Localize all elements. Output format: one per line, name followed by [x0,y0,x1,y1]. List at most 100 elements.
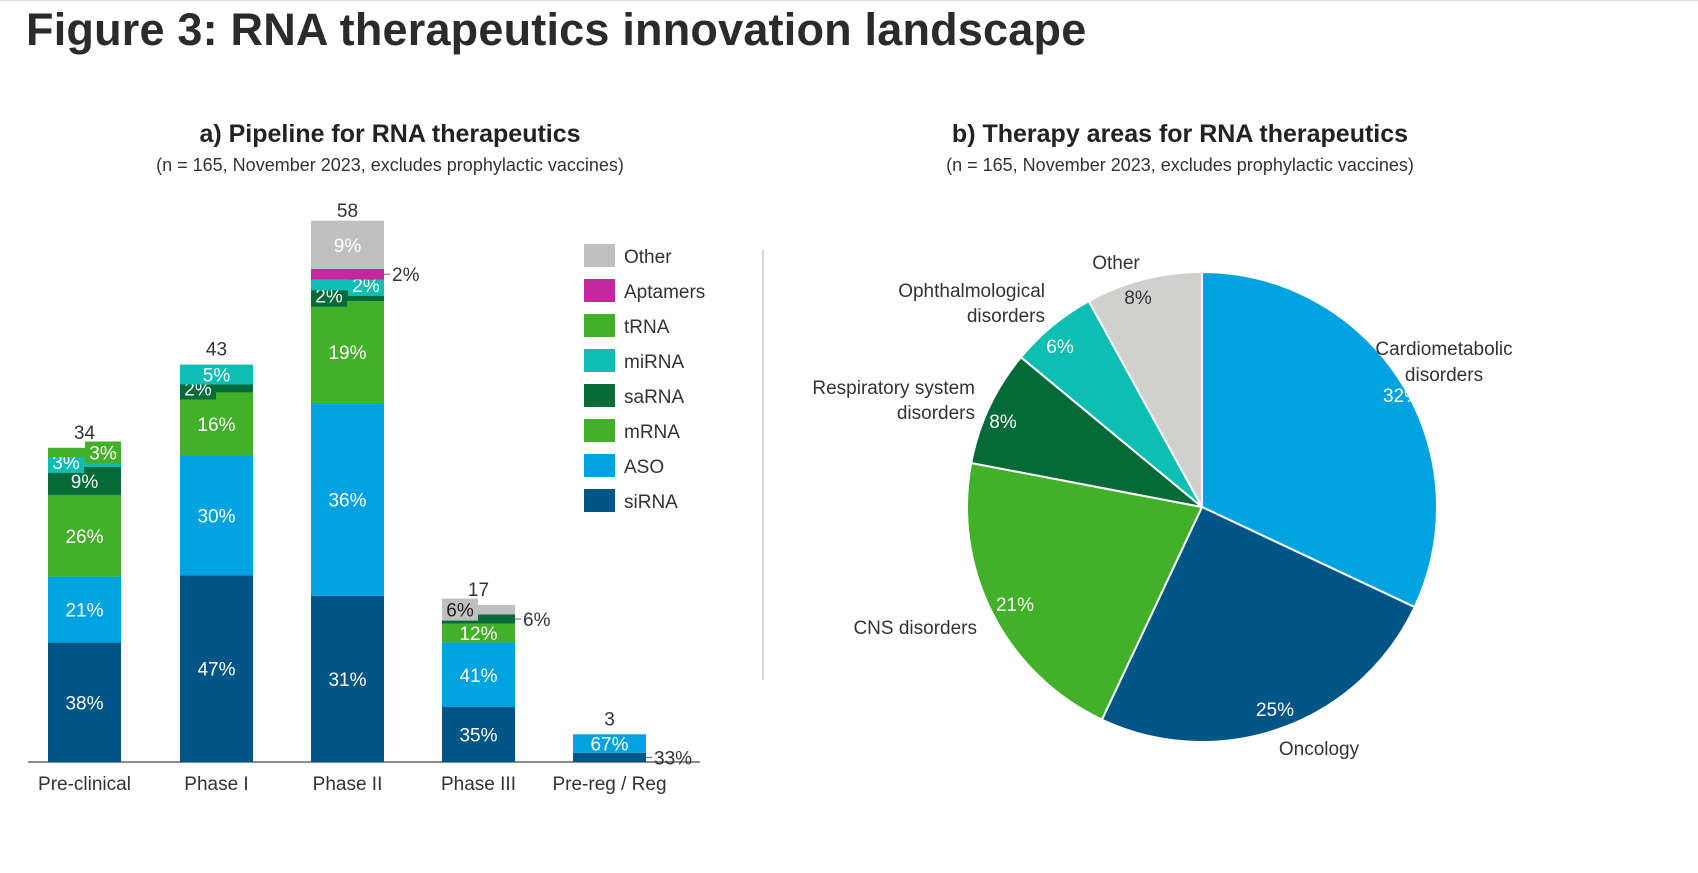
pie-category-label: disorders [967,306,1045,327]
pie-chart-title: b) Therapy areas for RNA therapeutics [951,120,1409,148]
bar-segment-mirna [311,279,384,291]
bar-data-label: 21% [65,601,103,622]
x-tick-label: Phase III [441,774,516,795]
bar-segment-mrna [48,494,121,577]
legend-swatch-mrna [584,419,615,442]
bar-data-label: 41% [459,666,497,687]
legend-swatch-aptamers [584,279,615,302]
pie-percent-label: 8% [1124,288,1152,309]
bar-data-label: 9% [71,472,99,493]
pie-percent-label: 32% [1383,386,1421,407]
bar-data-label: 16% [197,415,235,436]
bar-data-label: 12% [459,624,497,645]
bar-data-label: 47% [197,660,235,681]
bar-segment-mirna [180,364,253,385]
bar-data-label: 2% [392,265,420,286]
legend-label-aso: ASO [624,457,664,478]
bar-total-label: 3 [604,709,615,730]
pie-percent-label: 21% [996,595,1034,616]
pie-category-label: Oncology [1279,739,1360,760]
x-tick-label: Pre-reg / Reg [552,774,666,795]
bar-segment-sirna [442,707,515,762]
bar-segment-sirna [180,575,253,762]
legend-swatch-mirna [584,349,615,372]
bar-segment-sarna [180,384,253,393]
top-rule [0,0,1698,1]
bar-data-label: 3% [89,444,117,465]
bar-chart-subtitle: (n = 165, November 2023, excludes prophy… [156,155,624,175]
pie-slice-cns-disorders [966,461,1204,721]
bar-data-label: 3% [52,453,80,474]
bar-total-label: 43 [206,340,227,361]
pie-category-label: Ophthalmological [898,281,1045,302]
bar-segment-aso [442,642,515,708]
bar-total-label: 58 [337,201,358,222]
bar-data-label: 31% [328,670,366,691]
bar-data-label: 5% [203,366,231,387]
bar-label-badge [85,441,121,464]
bar-segment-mrna [180,392,253,457]
bar-data-label: 33% [654,748,692,769]
legend-swatch-other [584,244,615,267]
bar-chart-title: a) Pipeline for RNA therapeutics [199,120,581,148]
pie-slice-other [1087,270,1203,508]
bar-segment-aso [311,402,384,596]
pie-category-label: Other [1092,253,1140,274]
bar-segment-other [311,220,384,269]
pie-slice-respiratory-system-disorders [969,355,1203,508]
bar-segment-sirna [573,752,646,762]
bar-data-label: 6% [446,601,474,622]
pie-percent-label: 8% [989,412,1017,433]
bar-data-label: 2% [315,287,343,308]
bar-segment-sarna [311,290,384,302]
pie-chart-subtitle: (n = 165, November 2023, excludes prophy… [946,155,1414,175]
bar-data-label: 67% [590,735,628,756]
legend-label-sirna: siRNA [624,492,678,513]
bar-total-label: 34 [74,423,96,444]
bar-segment-sarna [442,614,515,624]
bar-segment-mirna [48,457,121,467]
bar-segment-sirna [311,595,384,762]
legend-swatch-sirna [584,489,615,512]
legend-label-other: Other [624,247,672,268]
legend-label-aptamers: Aptamers [624,282,705,303]
bar-data-label: 36% [328,490,366,511]
bar-segment-sirna [48,642,121,762]
bar-segment-aso [48,576,121,643]
pie-percent-label: 6% [1046,337,1074,358]
bar-data-label: 2% [184,379,212,400]
bar-segment-aso [573,734,646,753]
pie-percent-label: 25% [1256,700,1294,721]
legend-swatch-trna [584,314,615,337]
legend-label-mrna: mRNA [624,422,680,443]
bar-data-label: 2% [352,276,380,297]
bar-data-label: 6% [523,610,551,631]
pie-category-label: disorders [1405,365,1483,386]
bar-data-label: 9% [334,236,362,257]
bar-segment-mrna [311,301,384,403]
bar-segment-mrna [442,623,515,643]
legend-label-trna: tRNA [624,317,670,338]
x-tick-label: Phase I [184,774,248,795]
panel-divider [762,250,764,680]
pie-category-label: Cardiometabolic [1375,339,1512,360]
x-tick-label: Pre-clinical [38,774,131,795]
pie-category-label: CNS disorders [853,618,977,639]
legend-label-mirna: miRNA [624,352,684,373]
bar-segment-aso [180,456,253,576]
pie-slice-cardiometabolic-disorders [1201,270,1438,609]
bar-data-label: 38% [65,693,103,714]
bar-segment-aptamers [311,268,384,280]
bar-data-label: 35% [459,726,497,747]
bar-segment-trna [48,447,121,458]
legend-swatch-sarna [584,384,615,407]
bar-data-label: 30% [197,507,235,528]
legend-label-sarna: saRNA [624,387,685,408]
bar-total-label: 17 [468,580,489,601]
figure-title: Figure 3: RNA therapeutics innovation la… [26,4,1087,55]
legend-swatch-aso [584,454,615,477]
bar-data-label: 19% [328,343,366,364]
bar-data-label: 26% [65,527,103,548]
pie-category-label: disorders [897,403,975,424]
